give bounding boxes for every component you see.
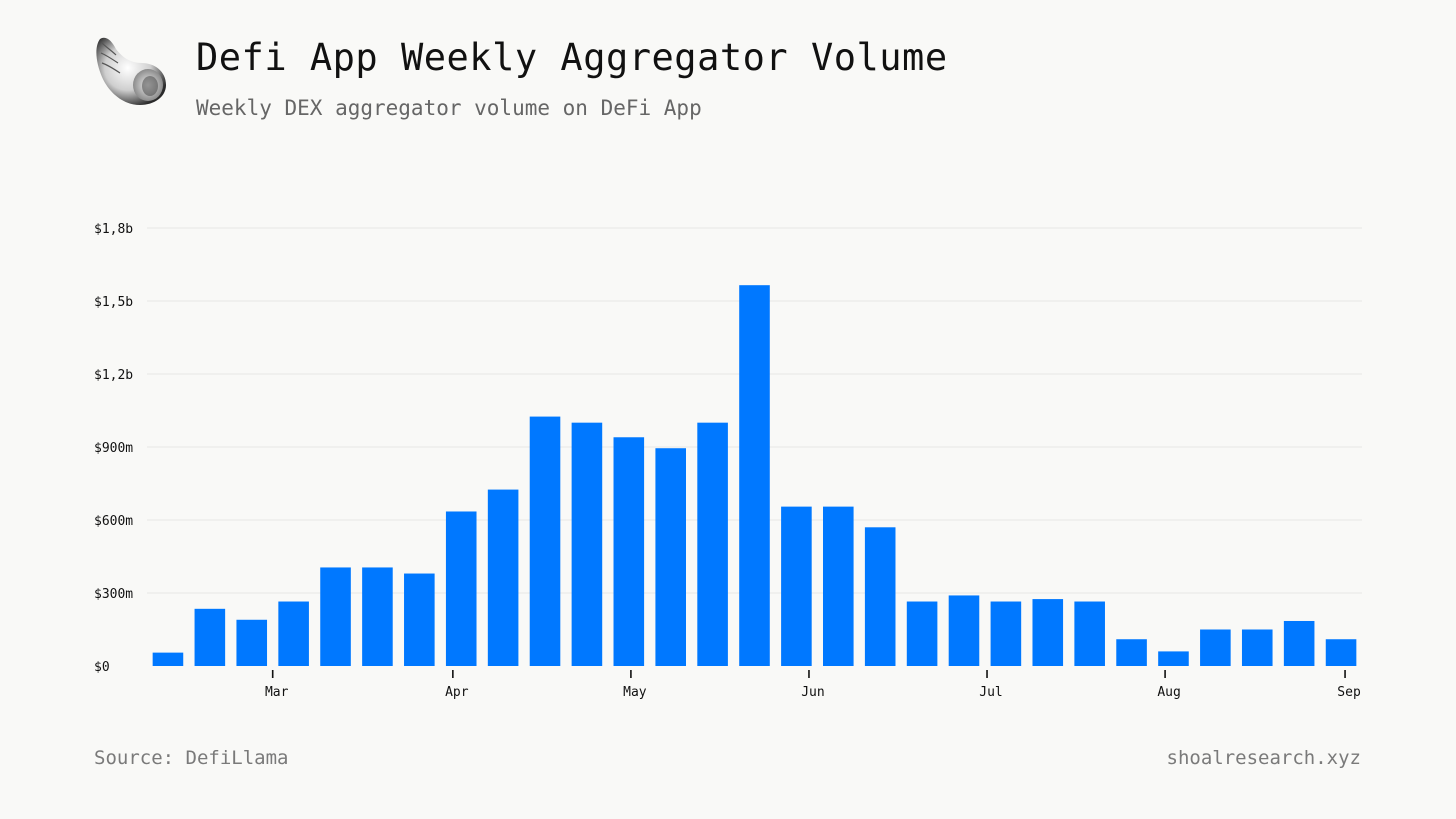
y-tick-label: $900m [94, 441, 133, 456]
bar [1158, 651, 1189, 666]
bar [445, 511, 477, 666]
bar [404, 573, 435, 666]
bar [571, 422, 603, 666]
bar [487, 489, 519, 666]
bar [236, 619, 268, 666]
bar [781, 506, 812, 666]
bar [613, 437, 645, 666]
chart-title: Defi App Weekly Aggregator Volume [196, 36, 948, 79]
bar [278, 601, 309, 666]
bar [864, 527, 896, 666]
x-tick-label: Apr [445, 685, 469, 700]
source-note: Source: DefiLlama [94, 747, 289, 769]
chart-subtitle: Weekly DEX aggregator volume on DeFi App [196, 96, 702, 120]
bar [697, 422, 728, 666]
x-tick-label: May [623, 685, 647, 700]
x-tick-label: Jul [979, 685, 1002, 700]
site-url: shoalresearch.xyz [1166, 747, 1361, 769]
x-tick-label: Jun [801, 685, 824, 700]
bar [739, 285, 770, 666]
bar [1074, 601, 1105, 666]
x-tick-label: Sep [1337, 685, 1361, 700]
x-tick-label: Aug [1157, 685, 1180, 700]
bar [1032, 599, 1064, 666]
bar [152, 652, 184, 666]
bar [1325, 639, 1357, 666]
x-tick-label: Mar [265, 685, 289, 700]
bar [194, 608, 226, 666]
bar [320, 567, 351, 666]
y-tick-label: $1,2b [94, 368, 133, 383]
bar [1116, 639, 1147, 666]
y-tick-label: $600m [94, 514, 133, 529]
bar [823, 506, 854, 666]
bar [529, 416, 561, 666]
y-tick-label: $1,5b [94, 295, 133, 310]
bar [1241, 629, 1273, 666]
bar [906, 601, 938, 666]
bar [990, 601, 1022, 666]
bar [1200, 629, 1231, 666]
bar [1283, 620, 1315, 666]
y-tick-label: $1,8b [94, 222, 133, 237]
y-tick-label: $0 [94, 660, 110, 675]
seashell-icon [96, 37, 166, 105]
bar [655, 448, 686, 666]
bar [362, 567, 393, 666]
bar [948, 595, 980, 666]
y-tick-label: $300m [94, 587, 133, 602]
